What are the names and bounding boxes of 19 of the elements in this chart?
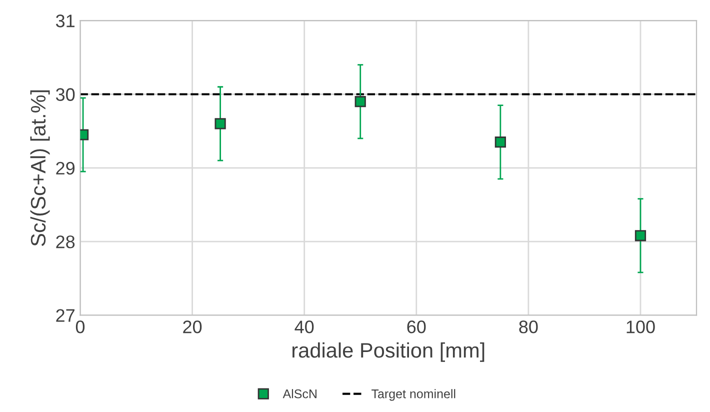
legend-label: AlScN (282, 389, 316, 398)
x-tick-label: 40 (294, 320, 314, 334)
y-tick-label: 29 (56, 162, 75, 175)
x-tick-label: 0 (76, 320, 85, 334)
x-tick-label: 100 (626, 320, 655, 334)
x-tick-label: 80 (519, 320, 538, 334)
y-tick-label: 30 (56, 88, 75, 101)
x-tick-label: 60 (407, 320, 426, 334)
y-axis-title: Sc/(Sc+Al) [at.%] (30, 90, 50, 246)
y-tick-label: 28 (56, 235, 75, 248)
x-axis-title: radiale Position [mm] (292, 342, 484, 362)
y-tick-label: 27 (56, 309, 74, 322)
point (354, 96, 366, 108)
x-tick-label: 20 (183, 320, 202, 334)
point (214, 118, 226, 130)
point (634, 230, 646, 242)
point (494, 136, 506, 148)
y-tick-label: 31 (56, 14, 74, 28)
legend-label: Target nominell (372, 389, 456, 401)
